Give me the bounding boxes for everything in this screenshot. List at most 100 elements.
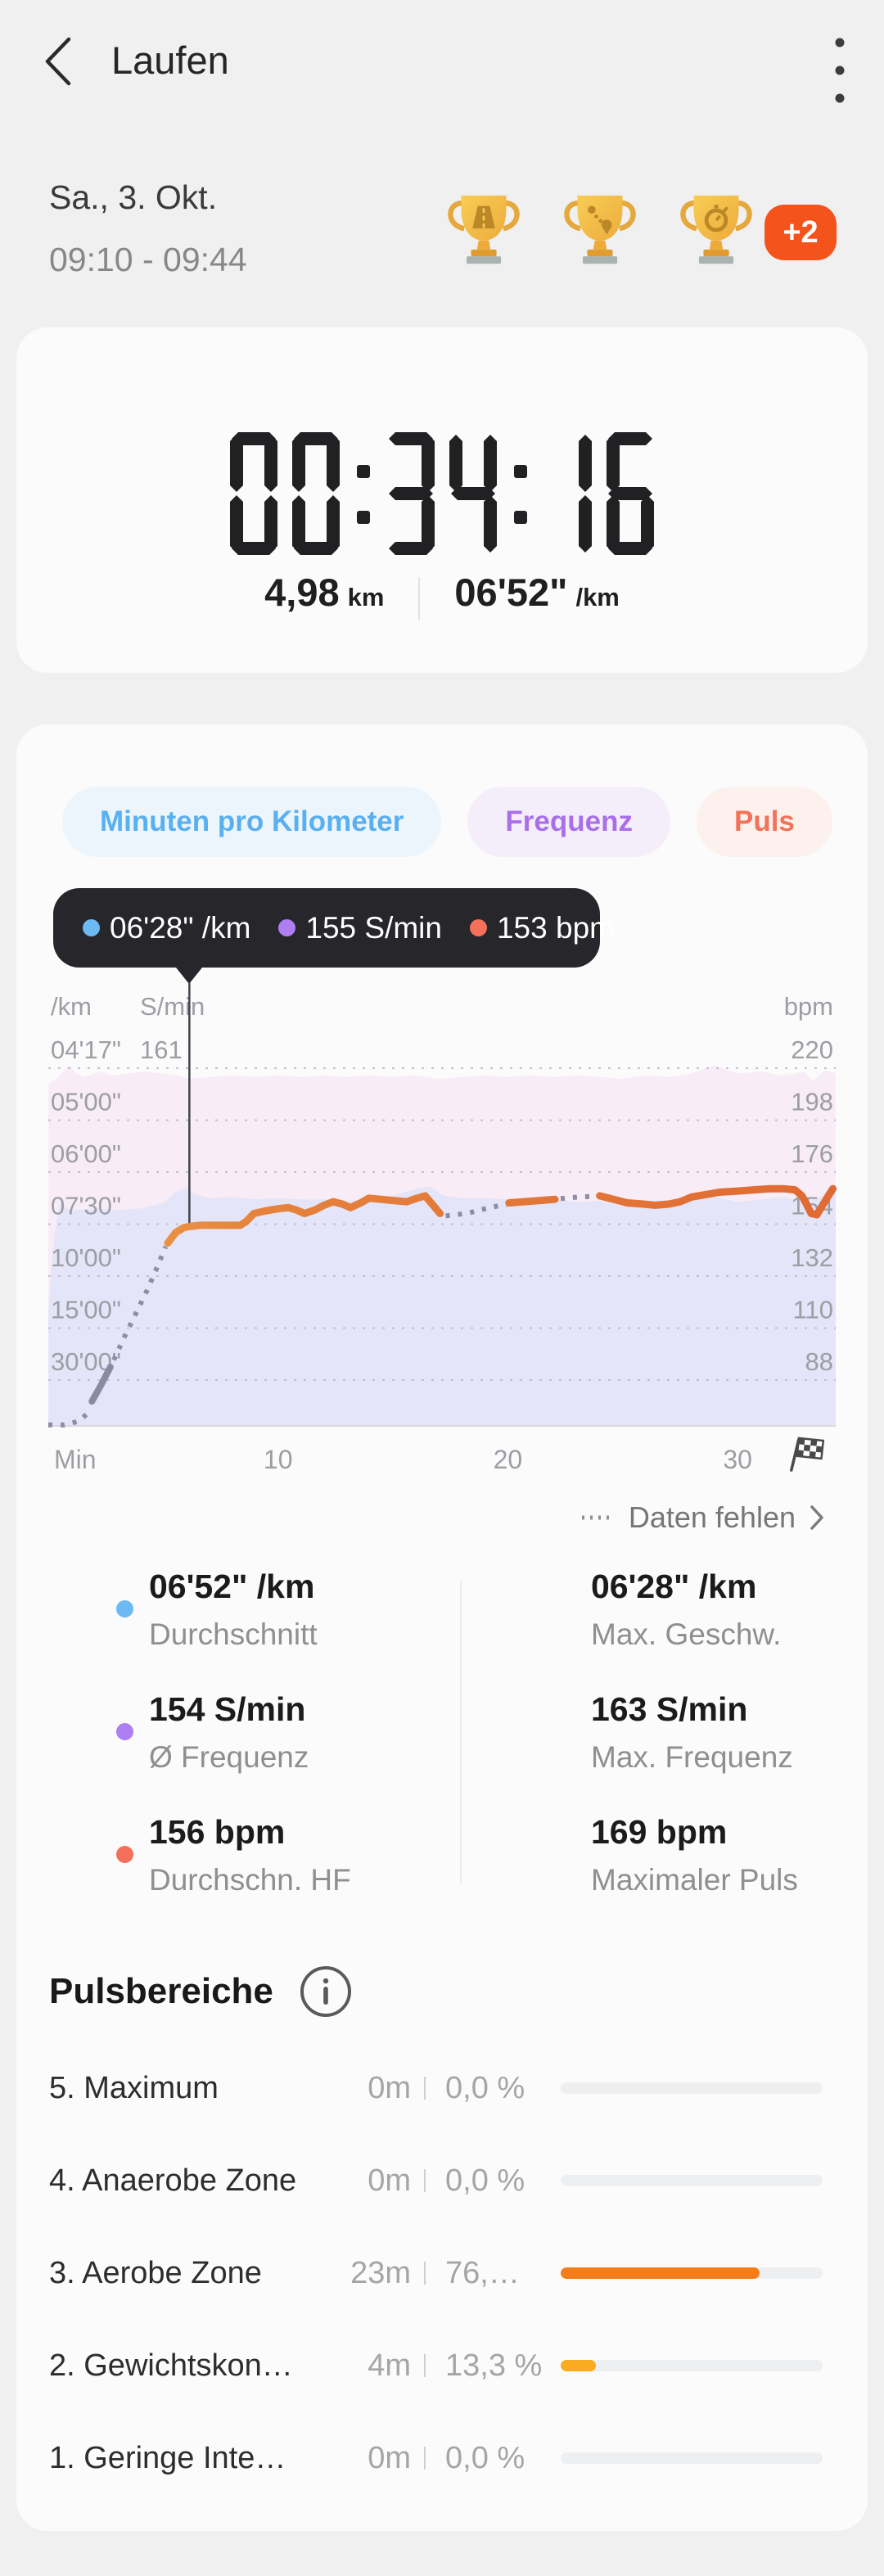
track-trophy [448, 195, 520, 264]
tooltip-tail [176, 968, 203, 984]
zone-separator [424, 2077, 426, 2100]
zone-separator [424, 2354, 426, 2377]
zone-percent: 0,0 % [445, 2071, 525, 2105]
axis-label: 132 [791, 1243, 833, 1272]
tab-heartrate[interactable]: Puls [696, 787, 832, 857]
axis-label: 176 [791, 1139, 833, 1168]
zone-separator [424, 2262, 426, 2285]
summary-divider [418, 577, 421, 620]
tab-heartrate-label: Puls [733, 805, 795, 837]
heart-rate-missing-segment [111, 1245, 168, 1361]
zone-progressbar [561, 2082, 823, 2094]
zone-progressbar [561, 2175, 823, 2186]
session-time-range: 09:10 - 09:44 [49, 241, 247, 278]
top-app-bar: Laufen [0, 0, 884, 123]
zone-label: 4. Anaerobe Zone [49, 2163, 297, 2198]
activity-chart[interactable]: /km S/min bpm 04'17" 05'00" 06'00" 07'30" 10'00… [16, 982, 868, 1490]
axis-label: S/min [140, 992, 205, 1021]
back-button[interactable] [36, 33, 82, 90]
stopwatch-trophy [680, 195, 752, 264]
stat-dot [116, 1846, 133, 1863]
tooltip-dot [469, 919, 487, 936]
stat-durchschnitt: 06'52" /km Durchschnitt [116, 1568, 542, 1652]
missing-data-legend[interactable]: Daten fehlen [580, 1500, 825, 1535]
axis-label: 15'00" [51, 1296, 121, 1324]
stat-dot [116, 1723, 133, 1740]
tooltip-value: 06'28" /km [110, 910, 251, 945]
zone-time: 0m [368, 2163, 411, 2198]
back-chevron-icon [45, 37, 71, 86]
chevron-right-icon [810, 1505, 823, 1530]
pace-area [48, 1186, 836, 1426]
zone-percent: 13,3 % [445, 2348, 543, 2383]
axis-label: 220 [791, 1035, 833, 1064]
axis-label: 06'00" [51, 1139, 121, 1168]
stat-value: 156 bpm [149, 1813, 286, 1851]
info-circle-icon[interactable] [296, 1962, 355, 2021]
zone-time: 0m [368, 2071, 411, 2105]
hr-zones-title: Pulsbereiche [49, 1971, 273, 2011]
zone-label: 2. Gewichtskon… [49, 2348, 293, 2383]
axis-label: 88 [805, 1347, 833, 1376]
heart-rate-segment [596, 1184, 837, 1219]
axis-label: 05'00" [51, 1088, 121, 1117]
heart-rate-segment [505, 1195, 559, 1207]
zone-percent: 0,0 % [445, 2163, 525, 2198]
chart-tooltip: 06'28" /km 155 S/min 153 bpm [53, 888, 615, 984]
zone-separator [424, 2447, 426, 2470]
zone-label: 5. Maximum [49, 2071, 219, 2105]
zone-time: 0m [368, 2441, 411, 2475]
stat-value: 06'52" /km [149, 1568, 315, 1605]
axis-label: 04'17" [51, 1035, 121, 1064]
duration-card: 4,98 km 06'52" /km [16, 327, 868, 673]
zone-progressbar [561, 2452, 823, 2464]
zone-row-1: 1. Geringe Inte… 0m 0,0 % [16, 2435, 868, 2481]
stat-label: Durchschnitt [149, 1617, 318, 1651]
finish-flag-icon [790, 1437, 825, 1472]
more-trophies-badge[interactable]: +2 [764, 205, 837, 260]
axis-label: bpm [784, 992, 833, 1021]
tooltip-item: 06'28" /km [83, 911, 250, 945]
zone-progressbar [561, 2360, 823, 2371]
zone-label: 1. Geringe Inte… [49, 2441, 286, 2475]
trophy-row[interactable] [439, 185, 761, 275]
route-trophy [564, 195, 636, 264]
x-axis-label: 30 [723, 1445, 752, 1474]
axis-label: 07'30" [51, 1192, 121, 1220]
tooltip-item: 153 bpm [469, 911, 615, 945]
heart-rate-missing-segment [48, 1409, 92, 1428]
heart-rate-segment [164, 1192, 444, 1247]
zone-row-5: 5. Maximum 0m 0,0 % [16, 2065, 868, 2111]
stat-value: 154 S/min [149, 1690, 306, 1728]
axis-label: 161 [140, 1035, 183, 1064]
pace-unit: /km [575, 583, 620, 611]
zone-progressbar [561, 2267, 823, 2279]
stat-label: Durchschn. HF [149, 1863, 351, 1897]
dotted-line-swatch [581, 1515, 615, 1520]
tab-cadence[interactable]: Frequenz [467, 787, 670, 857]
pace-value: 06'52" [454, 571, 568, 614]
zone-label: 3. Aerobe Zone [49, 2256, 262, 2290]
tooltip-item: 155 S/min [278, 911, 442, 945]
stat-label: Max. Geschw. [591, 1617, 782, 1651]
tab-pace[interactable]: Minuten pro Kilometer [62, 787, 442, 857]
zone-time: 4m [368, 2348, 411, 2383]
stat-max-geschw-: 06'28" /km Max. Geschw. [591, 1568, 884, 1652]
metric-tabs: Minuten pro Kilometer Frequenz Puls [62, 787, 832, 857]
axis-label: /km [51, 992, 92, 1021]
axis-label: 198 [791, 1088, 833, 1117]
zone-row-2: 2. Gewichtskon… 4m 13,3 % [16, 2343, 868, 2389]
hr-zones-header: Pulsbereiche [49, 1962, 355, 2021]
stat-durchschn-hf: 156 bpm Durchschn. HF [116, 1813, 542, 1897]
distance-unit: km [347, 583, 385, 611]
stat-label: Ø Frequenz [149, 1740, 309, 1774]
stat-value: 163 S/min [591, 1690, 748, 1728]
stats-column-divider [460, 1581, 462, 1885]
stat-dot [116, 1600, 133, 1617]
zone-row-3: 3. Aerobe Zone 23m 76,… [16, 2250, 868, 2296]
more-options-button[interactable] [823, 28, 856, 113]
tooltip-dot [83, 919, 100, 936]
tab-cadence-label: Frequenz [505, 805, 633, 837]
tooltip-value: 155 S/min [305, 910, 442, 945]
